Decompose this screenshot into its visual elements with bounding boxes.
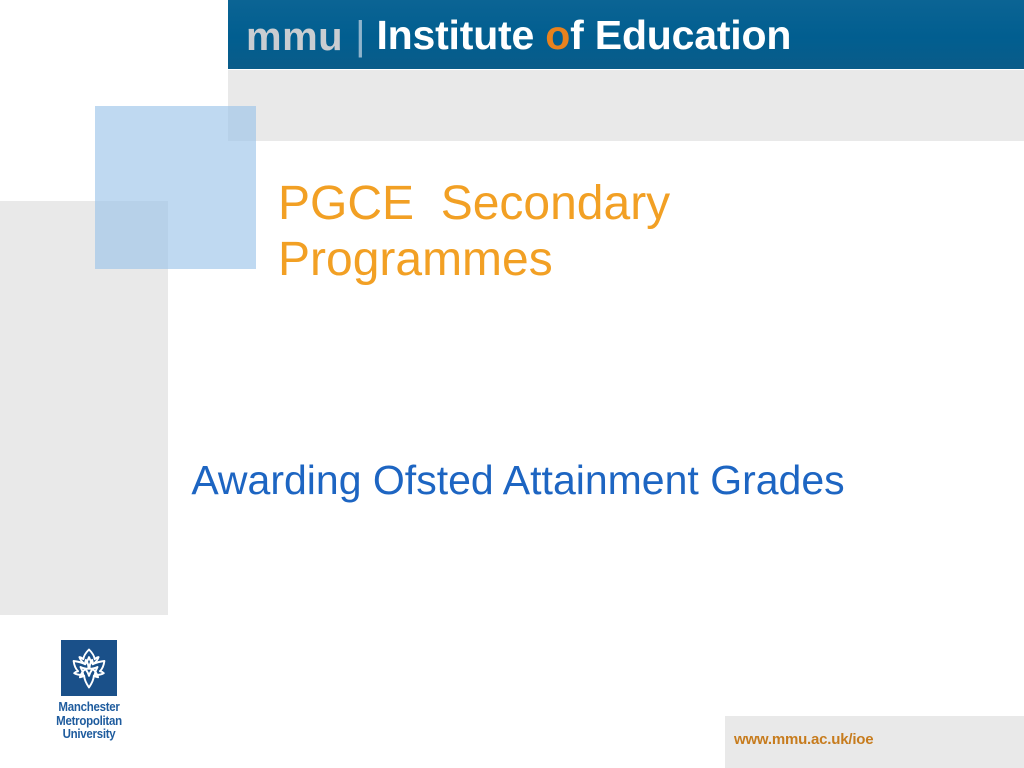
banner-institute-text: Institute of Education <box>376 15 791 56</box>
banner-divider: | <box>355 13 366 58</box>
decorative-gray-block-left <box>0 201 168 615</box>
university-logo-line-1: Manchester <box>58 700 120 714</box>
banner-title-prefix: Institute <box>376 12 546 58</box>
footer-website-url[interactable]: www.mmu.ac.uk/ioe <box>734 731 874 748</box>
university-logo: Manchester Metropolitan University <box>39 640 139 742</box>
banner-brand-text: mmu <box>246 14 344 59</box>
banner-logotype: mmu | Institute of Education <box>246 0 791 69</box>
university-logo-line-2: Metropolitan <box>56 713 122 728</box>
footer-band <box>725 716 1024 768</box>
university-logo-line-3: University <box>62 727 116 741</box>
banner-title-highlight-o: o <box>545 12 571 58</box>
decorative-blue-square <box>95 106 256 269</box>
mmu-trefoil-emblem-icon <box>61 640 117 696</box>
decorative-gray-band-top <box>228 70 1024 141</box>
header-banner: mmu | Institute of Education <box>228 0 1024 69</box>
banner-title-suffix: f Education <box>570 12 792 58</box>
university-logo-text: Manchester Metropolitan University <box>43 700 135 742</box>
page-title: PGCE Secondary Programmes <box>278 177 684 286</box>
page-subtitle: Awarding Ofsted Attainment Grades <box>191 457 845 503</box>
